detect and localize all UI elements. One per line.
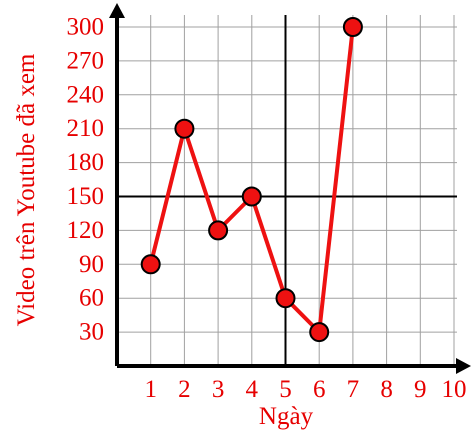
grid-layer	[117, 15, 457, 366]
y-axis-title: Video trên Youtube đã xem	[13, 53, 40, 326]
data-point	[174, 118, 195, 139]
x-tick-label: 8	[380, 376, 393, 403]
data-point	[140, 254, 161, 275]
x-tick-label: 4	[246, 376, 259, 403]
data-point	[275, 288, 296, 309]
y-tick-label: 180	[67, 149, 105, 176]
y-tick-label: 150	[67, 183, 105, 210]
x-tick-label: 2	[178, 376, 191, 403]
data-point	[342, 17, 363, 37]
x-tick-label: 5	[279, 376, 292, 403]
x-axis-arrow-icon	[456, 358, 471, 374]
y-axis-arrow-icon	[109, 3, 125, 18]
y-tick-label: 210	[67, 115, 105, 142]
x-tick-label: 7	[347, 376, 360, 403]
y-tick-label: 30	[79, 319, 104, 346]
x-tick-label: 6	[313, 376, 326, 403]
y-tick-label: 240	[67, 81, 105, 108]
data-series	[140, 17, 363, 343]
data-point	[309, 322, 330, 343]
x-tick-label: 10	[442, 376, 467, 403]
x-tick-label: 3	[212, 376, 225, 403]
y-tick-label: 120	[67, 217, 105, 244]
y-tick-label: 300	[67, 14, 105, 41]
x-axis-title: Ngày	[259, 403, 314, 430]
y-tick-label: 60	[79, 285, 104, 312]
tick-labels: 1 2 3 4 5 6 7 8 9 10 30 60 90 120 150 180 210 240 270 300	[67, 14, 467, 404]
axes	[109, 3, 471, 374]
data-point	[241, 186, 262, 207]
x-tick-label: 9	[414, 376, 427, 403]
data-point	[208, 220, 229, 241]
y-tick-label: 270	[67, 47, 105, 74]
x-tick-label: 1	[144, 376, 157, 403]
y-tick-label: 90	[79, 251, 104, 278]
